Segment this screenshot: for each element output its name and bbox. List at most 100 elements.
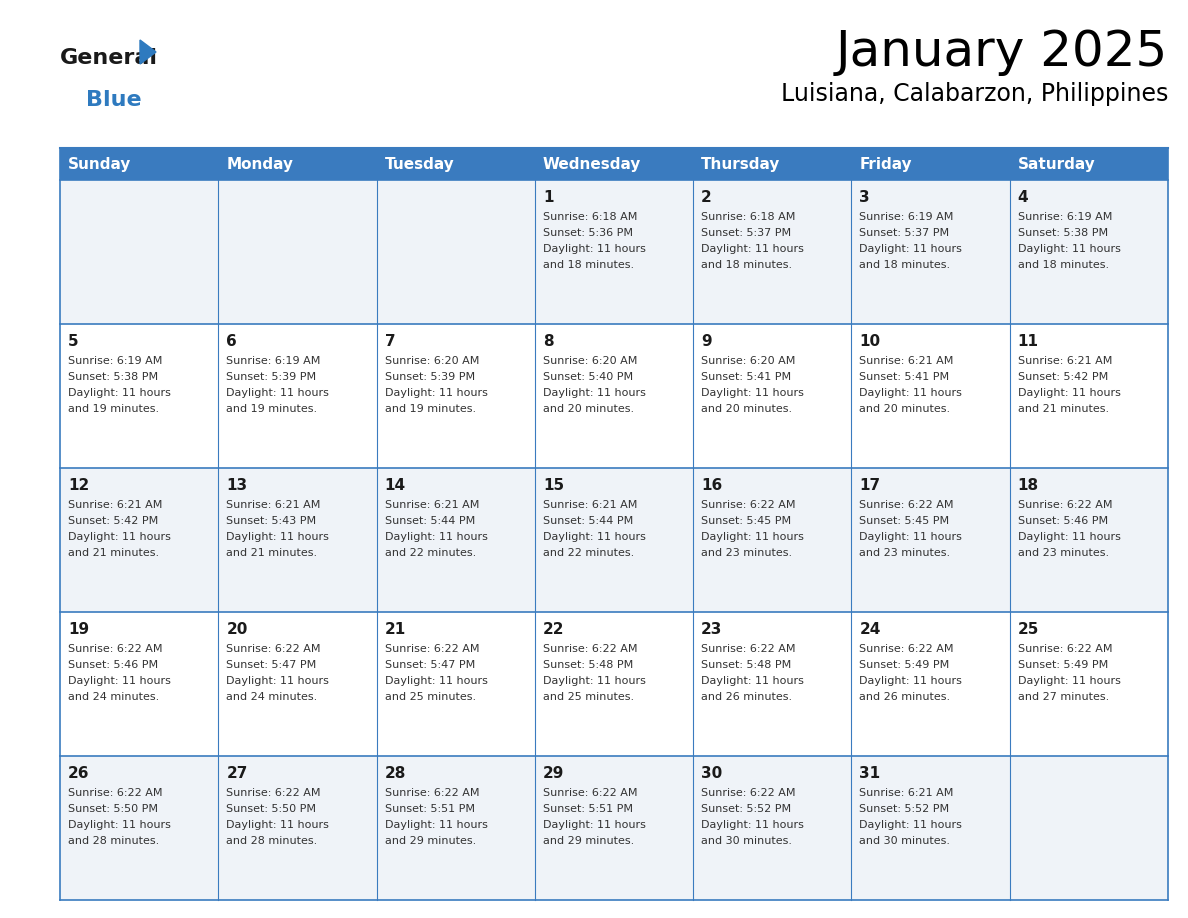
Text: Sunrise: 6:22 AM: Sunrise: 6:22 AM bbox=[226, 788, 321, 798]
Text: and 18 minutes.: and 18 minutes. bbox=[543, 260, 634, 270]
Text: and 19 minutes.: and 19 minutes. bbox=[226, 404, 317, 414]
Text: 30: 30 bbox=[701, 766, 722, 781]
Text: Sunrise: 6:19 AM: Sunrise: 6:19 AM bbox=[226, 356, 321, 366]
Text: and 30 minutes.: and 30 minutes. bbox=[701, 836, 792, 846]
Text: and 21 minutes.: and 21 minutes. bbox=[68, 548, 159, 558]
Text: Sunset: 5:52 PM: Sunset: 5:52 PM bbox=[701, 804, 791, 814]
Text: and 29 minutes.: and 29 minutes. bbox=[543, 836, 634, 846]
Text: 6: 6 bbox=[226, 334, 238, 349]
Text: Sunrise: 6:22 AM: Sunrise: 6:22 AM bbox=[859, 500, 954, 510]
Text: Sunrise: 6:18 AM: Sunrise: 6:18 AM bbox=[543, 212, 637, 222]
Text: Sunset: 5:50 PM: Sunset: 5:50 PM bbox=[226, 804, 316, 814]
Text: and 21 minutes.: and 21 minutes. bbox=[1018, 404, 1108, 414]
Text: Daylight: 11 hours: Daylight: 11 hours bbox=[701, 676, 804, 686]
Text: Sunrise: 6:20 AM: Sunrise: 6:20 AM bbox=[701, 356, 796, 366]
Text: Sunrise: 6:21 AM: Sunrise: 6:21 AM bbox=[385, 500, 479, 510]
Text: Daylight: 11 hours: Daylight: 11 hours bbox=[701, 820, 804, 830]
Text: Blue: Blue bbox=[86, 90, 141, 110]
Text: 16: 16 bbox=[701, 478, 722, 493]
Text: and 26 minutes.: and 26 minutes. bbox=[701, 692, 792, 702]
Text: Sunset: 5:50 PM: Sunset: 5:50 PM bbox=[68, 804, 158, 814]
Text: and 18 minutes.: and 18 minutes. bbox=[1018, 260, 1108, 270]
Text: Thursday: Thursday bbox=[701, 156, 781, 172]
Text: Sunrise: 6:21 AM: Sunrise: 6:21 AM bbox=[68, 500, 163, 510]
Text: Sunset: 5:36 PM: Sunset: 5:36 PM bbox=[543, 228, 633, 238]
Text: and 20 minutes.: and 20 minutes. bbox=[543, 404, 634, 414]
Text: Daylight: 11 hours: Daylight: 11 hours bbox=[1018, 244, 1120, 254]
Text: and 23 minutes.: and 23 minutes. bbox=[859, 548, 950, 558]
Text: 18: 18 bbox=[1018, 478, 1038, 493]
Bar bbox=[61, 324, 1168, 468]
Text: General: General bbox=[61, 48, 158, 68]
Text: 24: 24 bbox=[859, 622, 880, 637]
Text: 14: 14 bbox=[385, 478, 405, 493]
Bar bbox=[61, 756, 1168, 900]
Text: Sunset: 5:42 PM: Sunset: 5:42 PM bbox=[68, 516, 158, 526]
Text: Sunset: 5:41 PM: Sunset: 5:41 PM bbox=[701, 372, 791, 382]
Text: and 24 minutes.: and 24 minutes. bbox=[226, 692, 317, 702]
Text: 21: 21 bbox=[385, 622, 406, 637]
Text: Sunday: Sunday bbox=[68, 156, 132, 172]
Text: 20: 20 bbox=[226, 622, 247, 637]
Text: and 30 minutes.: and 30 minutes. bbox=[859, 836, 950, 846]
Text: and 22 minutes.: and 22 minutes. bbox=[543, 548, 634, 558]
Text: and 23 minutes.: and 23 minutes. bbox=[1018, 548, 1108, 558]
Text: Sunset: 5:52 PM: Sunset: 5:52 PM bbox=[859, 804, 949, 814]
Text: Sunset: 5:51 PM: Sunset: 5:51 PM bbox=[385, 804, 474, 814]
Text: Daylight: 11 hours: Daylight: 11 hours bbox=[385, 532, 487, 542]
Text: Sunset: 5:51 PM: Sunset: 5:51 PM bbox=[543, 804, 633, 814]
Text: Sunrise: 6:20 AM: Sunrise: 6:20 AM bbox=[385, 356, 479, 366]
Text: Sunset: 5:39 PM: Sunset: 5:39 PM bbox=[226, 372, 316, 382]
Text: and 18 minutes.: and 18 minutes. bbox=[701, 260, 792, 270]
Text: Daylight: 11 hours: Daylight: 11 hours bbox=[385, 676, 487, 686]
Text: Daylight: 11 hours: Daylight: 11 hours bbox=[543, 820, 646, 830]
Text: 17: 17 bbox=[859, 478, 880, 493]
Text: 19: 19 bbox=[68, 622, 89, 637]
Polygon shape bbox=[140, 40, 156, 64]
Bar bbox=[61, 180, 1168, 324]
Text: and 25 minutes.: and 25 minutes. bbox=[385, 692, 475, 702]
Text: Daylight: 11 hours: Daylight: 11 hours bbox=[226, 820, 329, 830]
Text: 15: 15 bbox=[543, 478, 564, 493]
Text: Daylight: 11 hours: Daylight: 11 hours bbox=[226, 532, 329, 542]
Text: Sunset: 5:38 PM: Sunset: 5:38 PM bbox=[1018, 228, 1108, 238]
Text: Daylight: 11 hours: Daylight: 11 hours bbox=[226, 676, 329, 686]
Text: Sunset: 5:37 PM: Sunset: 5:37 PM bbox=[701, 228, 791, 238]
Text: Monday: Monday bbox=[226, 156, 293, 172]
Text: Sunrise: 6:22 AM: Sunrise: 6:22 AM bbox=[701, 644, 796, 654]
Text: and 21 minutes.: and 21 minutes. bbox=[226, 548, 317, 558]
Text: Sunset: 5:37 PM: Sunset: 5:37 PM bbox=[859, 228, 949, 238]
Text: Sunrise: 6:19 AM: Sunrise: 6:19 AM bbox=[859, 212, 954, 222]
Text: Sunset: 5:45 PM: Sunset: 5:45 PM bbox=[859, 516, 949, 526]
Text: Sunset: 5:39 PM: Sunset: 5:39 PM bbox=[385, 372, 475, 382]
Text: and 28 minutes.: and 28 minutes. bbox=[68, 836, 159, 846]
Text: 7: 7 bbox=[385, 334, 396, 349]
Text: Sunrise: 6:21 AM: Sunrise: 6:21 AM bbox=[543, 500, 637, 510]
Text: Sunset: 5:46 PM: Sunset: 5:46 PM bbox=[68, 660, 158, 670]
Text: Sunrise: 6:21 AM: Sunrise: 6:21 AM bbox=[1018, 356, 1112, 366]
Text: Sunrise: 6:21 AM: Sunrise: 6:21 AM bbox=[859, 356, 954, 366]
Text: Daylight: 11 hours: Daylight: 11 hours bbox=[701, 244, 804, 254]
Text: Daylight: 11 hours: Daylight: 11 hours bbox=[68, 820, 171, 830]
Text: and 19 minutes.: and 19 minutes. bbox=[385, 404, 475, 414]
Text: Sunset: 5:44 PM: Sunset: 5:44 PM bbox=[385, 516, 475, 526]
Text: and 29 minutes.: and 29 minutes. bbox=[385, 836, 476, 846]
Text: Sunrise: 6:22 AM: Sunrise: 6:22 AM bbox=[543, 644, 637, 654]
Text: Sunset: 5:41 PM: Sunset: 5:41 PM bbox=[859, 372, 949, 382]
Text: 22: 22 bbox=[543, 622, 564, 637]
Text: Tuesday: Tuesday bbox=[385, 156, 454, 172]
Text: Sunset: 5:49 PM: Sunset: 5:49 PM bbox=[859, 660, 949, 670]
Text: Daylight: 11 hours: Daylight: 11 hours bbox=[385, 820, 487, 830]
Text: Sunrise: 6:22 AM: Sunrise: 6:22 AM bbox=[701, 500, 796, 510]
Text: 3: 3 bbox=[859, 190, 870, 205]
Text: Wednesday: Wednesday bbox=[543, 156, 642, 172]
Text: and 19 minutes.: and 19 minutes. bbox=[68, 404, 159, 414]
Text: Sunrise: 6:22 AM: Sunrise: 6:22 AM bbox=[68, 644, 163, 654]
Text: Daylight: 11 hours: Daylight: 11 hours bbox=[701, 388, 804, 398]
Bar bbox=[61, 148, 1168, 180]
Text: 12: 12 bbox=[68, 478, 89, 493]
Text: and 27 minutes.: and 27 minutes. bbox=[1018, 692, 1108, 702]
Text: Sunset: 5:47 PM: Sunset: 5:47 PM bbox=[226, 660, 316, 670]
Text: 2: 2 bbox=[701, 190, 712, 205]
Text: and 20 minutes.: and 20 minutes. bbox=[701, 404, 792, 414]
